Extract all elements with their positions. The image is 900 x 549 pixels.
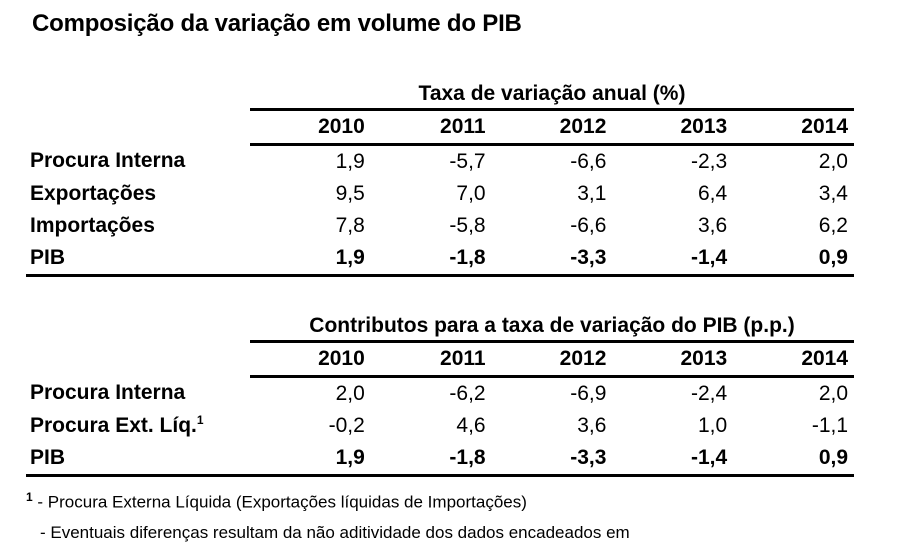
table-cell: 2,0 <box>335 382 365 405</box>
table-row-total: PIB 1,9 -1,8 -3,3 -1,4 0,9 <box>26 442 855 477</box>
table-corner <box>26 312 250 342</box>
table-cell: -5,7 <box>449 150 486 173</box>
table-cell: 6,2 <box>818 214 848 237</box>
table-caption: Taxa de variação anual (%) <box>250 80 854 111</box>
year-header: 2013 <box>612 109 734 146</box>
footnotes: 1 - Procura Externa Líquida (Exportações… <box>26 482 630 548</box>
footnote-1-text: - Procura Externa Líquida (Exportações l… <box>32 492 527 512</box>
table-cell: 9,5 <box>335 182 365 205</box>
table-cell: 2,0 <box>818 150 848 173</box>
table-cell: 1,9 <box>250 242 371 277</box>
table-cell: -2,3 <box>691 150 728 173</box>
contributions-table: Contributos para a taxa de variação do P… <box>26 312 855 477</box>
page-title: Composição da variação em volume do PIB <box>32 10 522 37</box>
table-cell: -3,3 <box>491 442 613 477</box>
table-caption: Contributos para a taxa de variação do P… <box>250 312 855 343</box>
table-cell: -6,2 <box>449 382 486 405</box>
table-cell: -6,6 <box>570 150 607 173</box>
year-header: 2014 <box>733 341 855 378</box>
table-cell: 3,6 <box>577 414 607 437</box>
year-header: 2010 <box>250 109 371 146</box>
table-row: Exportações 9,5 7,0 3,1 6,4 3,4 <box>26 178 854 210</box>
row-label: PIB <box>26 442 250 477</box>
row-label: Importações <box>30 214 155 237</box>
table-cell: 1,9 <box>335 150 365 173</box>
table-row: Procura Ext. Líq.1 -0,2 4,6 3,6 1,0 -1,1 <box>26 410 854 442</box>
row-label: Procura Interna <box>30 149 186 173</box>
table-cell: -0,2 <box>328 414 365 437</box>
table-cell: 7,8 <box>335 214 365 237</box>
table-cell: -1,1 <box>811 414 849 437</box>
table-cell: 1,0 <box>697 414 728 437</box>
row-label: Procura Interna <box>30 381 186 405</box>
table-row: Importações 7,8 -5,8 -6,6 3,6 6,2 <box>26 210 854 242</box>
table-cell: -3,3 <box>491 242 613 277</box>
year-header: 2011 <box>370 341 492 378</box>
table-cell: 7,0 <box>456 182 486 205</box>
table-cell: -1,8 <box>370 442 492 477</box>
table-row-total: PIB 1,9 -1,8 -3,3 -1,4 0,9 <box>26 242 854 277</box>
row-label: Procura Ext. Líq.1 <box>26 410 250 442</box>
table-cell: 3,4 <box>818 182 848 205</box>
table-cell: -5,8 <box>449 214 486 237</box>
row-label: PIB <box>26 242 250 277</box>
table-cell: -6,9 <box>570 382 607 405</box>
table-corner <box>26 80 250 110</box>
footnote-2: - Eventuais diferenças resultam da não a… <box>40 522 630 542</box>
table-cell: 0,9 <box>733 442 855 477</box>
year-header: 2014 <box>733 109 854 146</box>
table-cell: 2,0 <box>818 382 849 405</box>
year-header: 2011 <box>370 109 492 146</box>
table-cell: -1,4 <box>612 242 734 277</box>
table-cell: 1,9 <box>250 442 371 477</box>
table-cell: 0,9 <box>733 242 854 277</box>
table-cell: -1,8 <box>370 242 492 277</box>
table-cell: 6,4 <box>697 182 728 205</box>
row-label-text: Procura Ext. Líq. <box>30 414 197 437</box>
table-cell: -2,4 <box>691 382 728 405</box>
year-header: 2012 <box>491 109 613 146</box>
row-label: Exportações <box>30 182 157 205</box>
year-header: 2013 <box>612 341 734 378</box>
year-header: 2010 <box>250 341 371 378</box>
table-cell: -6,6 <box>570 214 607 237</box>
table-cell: 3,1 <box>577 182 607 205</box>
footnote-1: 1 - Procura Externa Líquida (Exportações… <box>26 482 630 518</box>
annual-growth-table: Taxa de variação anual (%) 2010 2011 201… <box>26 80 854 277</box>
table-row: Procura Interna 1,9 -5,7 -6,6 -2,3 2,0 <box>26 145 854 179</box>
table-cell: -1,4 <box>612 442 734 477</box>
table-cell: 3,6 <box>697 214 728 237</box>
table-cell: 4,6 <box>456 414 486 437</box>
table-row: Procura Interna 2,0 -6,2 -6,9 -2,4 2,0 <box>26 377 854 411</box>
year-header: 2012 <box>491 341 613 378</box>
footnote-1-mark: 1 <box>26 490 33 504</box>
footnote-mark: 1 <box>196 413 204 427</box>
